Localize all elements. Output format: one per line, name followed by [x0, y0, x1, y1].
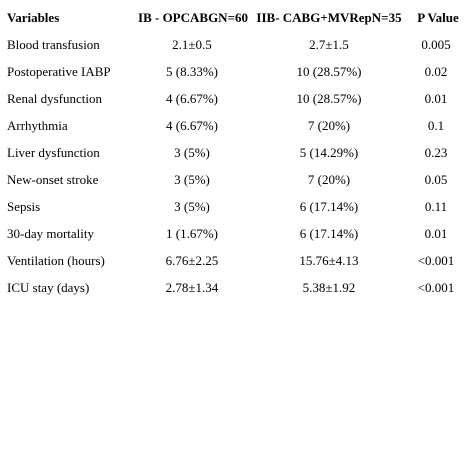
header-group-iib: IIB- CABG+MVRepN=35	[256, 10, 402, 25]
table-row: Blood transfusion 2.1±0.5 2.7±1.5 0.005	[0, 35, 469, 55]
row-variable: Liver dysfunction	[7, 145, 100, 160]
row-ib-value: 3 (5%)	[174, 199, 210, 214]
header-p-value: P Value	[417, 10, 459, 25]
row-ib-value: 2.78±1.34	[165, 280, 219, 295]
row-iib-value: 10 (28.57%)	[296, 64, 362, 79]
row-p-value: 0.11	[424, 199, 448, 214]
row-iib-value: 7 (20%)	[307, 118, 351, 133]
table-header-row: Variables IB - OPCABGN=60 IIB- CABG+MVRe…	[0, 8, 469, 28]
row-p-value: 0.1	[427, 118, 445, 133]
row-ib-value: 4 (6.67%)	[166, 118, 218, 133]
row-variable: Blood transfusion	[7, 37, 100, 52]
row-ib-value: 4 (6.67%)	[166, 91, 218, 106]
table-row: Renal dysfunction 4 (6.67%) 10 (28.57%) …	[0, 89, 469, 109]
table-row: 30-day mortality 1 (1.67%) 6 (17.14%) 0.…	[0, 224, 469, 244]
table-row: Ventilation (hours) 6.76±2.25 15.76±4.13…	[0, 251, 469, 271]
table-row: Arrhythmia 4 (6.67%) 7 (20%) 0.1	[0, 116, 469, 136]
header-variables: Variables	[7, 10, 60, 25]
row-ib-value: 6.76±2.25	[165, 253, 219, 268]
row-iib-value: 6 (17.14%)	[299, 199, 359, 214]
row-variable: Arrhythmia	[7, 118, 68, 133]
row-variable: Sepsis	[7, 199, 41, 214]
row-iib-value: 5 (14.29%)	[299, 145, 359, 160]
row-variable: ICU stay (days)	[7, 280, 90, 295]
row-p-value: <0.001	[417, 280, 455, 295]
row-iib-value: 5.38±1.92	[302, 280, 356, 295]
row-p-value: <0.001	[417, 253, 455, 268]
table-row: Liver dysfunction 3 (5%) 5 (14.29%) 0.23	[0, 143, 469, 163]
table-row: Postoperative IABP 5 (8.33%) 10 (28.57%)…	[0, 62, 469, 82]
row-p-value: 0.005	[421, 37, 451, 52]
row-p-value: 0.05	[424, 172, 448, 187]
row-iib-value: 6 (17.14%)	[299, 226, 359, 241]
row-p-value: 0.02	[424, 64, 448, 79]
row-variable: New-onset stroke	[7, 172, 99, 187]
row-iib-value: 2.7±1.5	[309, 37, 349, 52]
row-p-value: 0.01	[424, 226, 448, 241]
row-p-value: 0.01	[424, 91, 448, 106]
table-row: ICU stay (days) 2.78±1.34 5.38±1.92 <0.0…	[0, 278, 469, 298]
row-iib-value: 7 (20%)	[307, 172, 351, 187]
row-iib-value: 10 (28.57%)	[296, 91, 362, 106]
table-row: Sepsis 3 (5%) 6 (17.14%) 0.11	[0, 197, 469, 217]
row-ib-value: 3 (5%)	[174, 172, 210, 187]
row-iib-value: 15.76±4.13	[299, 253, 359, 268]
row-ib-value: 1 (1.67%)	[166, 226, 218, 241]
row-variable: Renal dysfunction	[7, 91, 102, 106]
header-group-ib: IB - OPCABGN=60	[138, 10, 248, 25]
row-ib-value: 3 (5%)	[174, 145, 210, 160]
row-p-value: 0.23	[424, 145, 448, 160]
row-variable: Ventilation (hours)	[7, 253, 105, 268]
table-row: New-onset stroke 3 (5%) 7 (20%) 0.05	[0, 170, 469, 190]
row-variable: Postoperative IABP	[7, 64, 111, 79]
row-ib-value: 2.1±0.5	[172, 37, 212, 52]
row-variable: 30-day mortality	[7, 226, 95, 241]
row-ib-value: 5 (8.33%)	[166, 64, 218, 79]
